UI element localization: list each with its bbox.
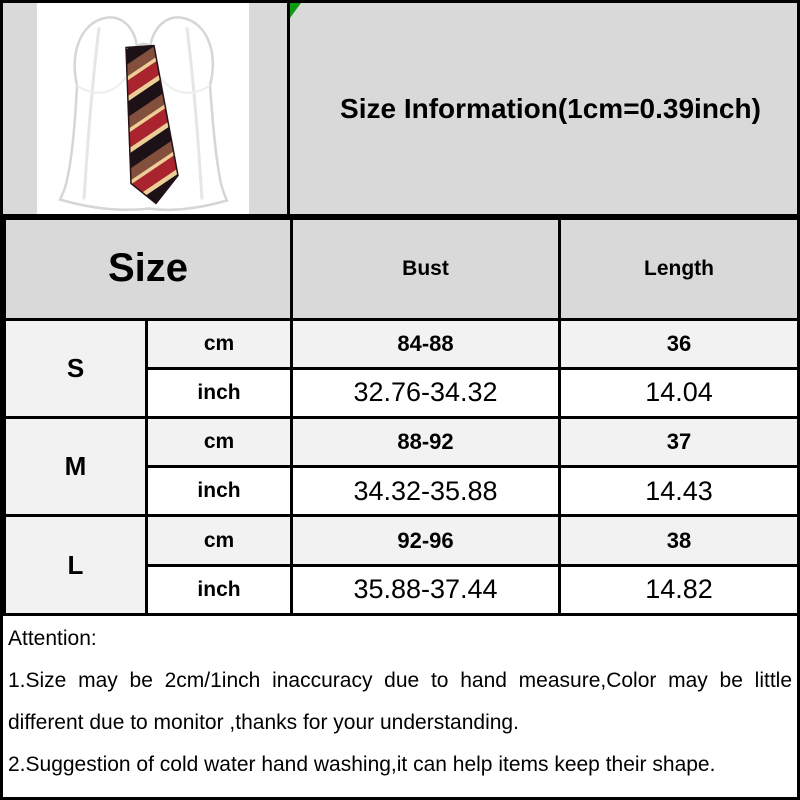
bust-value-cell: 92-96 <box>290 514 562 567</box>
attention-section: Attention: 1.Size may be 2cm/1inch inacc… <box>3 616 797 797</box>
unit-label-cell: inch <box>144 465 294 518</box>
length-value-cell: 14.04 <box>558 366 797 419</box>
attention-note-1-line-2: different due to monitor ,thanks for you… <box>8 711 519 734</box>
corset-top-with-tie-icon <box>58 16 229 212</box>
title-panel: Size Information(1cm=0.39inch) <box>290 3 797 214</box>
unit-label-cell: cm <box>144 415 294 469</box>
length-value-cell: 37 <box>558 415 797 469</box>
size-table: Size Bust Length S cm 84-88 36 inch 32.7… <box>3 217 797 617</box>
length-value-cell: 36 <box>558 317 797 370</box>
table-row: S cm 84-88 36 <box>3 317 797 419</box>
attention-note-1-line-1: 1.Size may be 2cm/1inch inaccuracy due t… <box>8 669 792 692</box>
product-image-panel <box>3 3 290 214</box>
table-row: inch 34.32-35.88 14.43 <box>5 465 797 518</box>
bust-column-header: Bust <box>290 217 562 321</box>
green-corner-marker-icon <box>290 3 301 18</box>
table-row: inch 35.88-37.44 14.82 <box>5 563 797 617</box>
length-value-cell: 38 <box>558 514 797 567</box>
attention-heading: Attention: <box>8 627 97 650</box>
length-value-cell: 14.43 <box>558 465 797 518</box>
size-label-cell: S <box>3 317 148 419</box>
unit-label-cell: cm <box>144 317 294 370</box>
table-row: L cm 92-96 38 <box>3 514 797 616</box>
attention-note-2: 2.Suggestion of cold water hand washing,… <box>8 753 716 776</box>
length-column-header: Length <box>558 217 797 321</box>
bust-value-cell: 88-92 <box>290 415 562 469</box>
unit-label-cell: inch <box>144 563 294 617</box>
bust-value-cell: 84-88 <box>290 317 562 370</box>
table-row: inch 32.76-34.32 14.04 <box>5 366 797 419</box>
product-image <box>37 3 249 214</box>
top-section: Size Information(1cm=0.39inch) <box>3 3 797 217</box>
unit-label-cell: inch <box>144 366 294 419</box>
length-value-cell: 14.82 <box>558 563 797 617</box>
unit-label-cell: cm <box>144 514 294 567</box>
size-label-cell: M <box>3 415 148 518</box>
page-title: Size Information(1cm=0.39inch) <box>340 92 761 124</box>
table-row: M cm 88-92 37 <box>3 415 797 518</box>
bust-value-cell: 35.88-37.44 <box>290 563 562 617</box>
size-label-cell: L <box>3 514 148 616</box>
bust-value-cell: 32.76-34.32 <box>290 366 562 419</box>
size-column-header: Size <box>3 217 294 321</box>
table-header-row: Size Bust Length <box>3 217 797 321</box>
bust-value-cell: 34.32-35.88 <box>290 465 562 518</box>
